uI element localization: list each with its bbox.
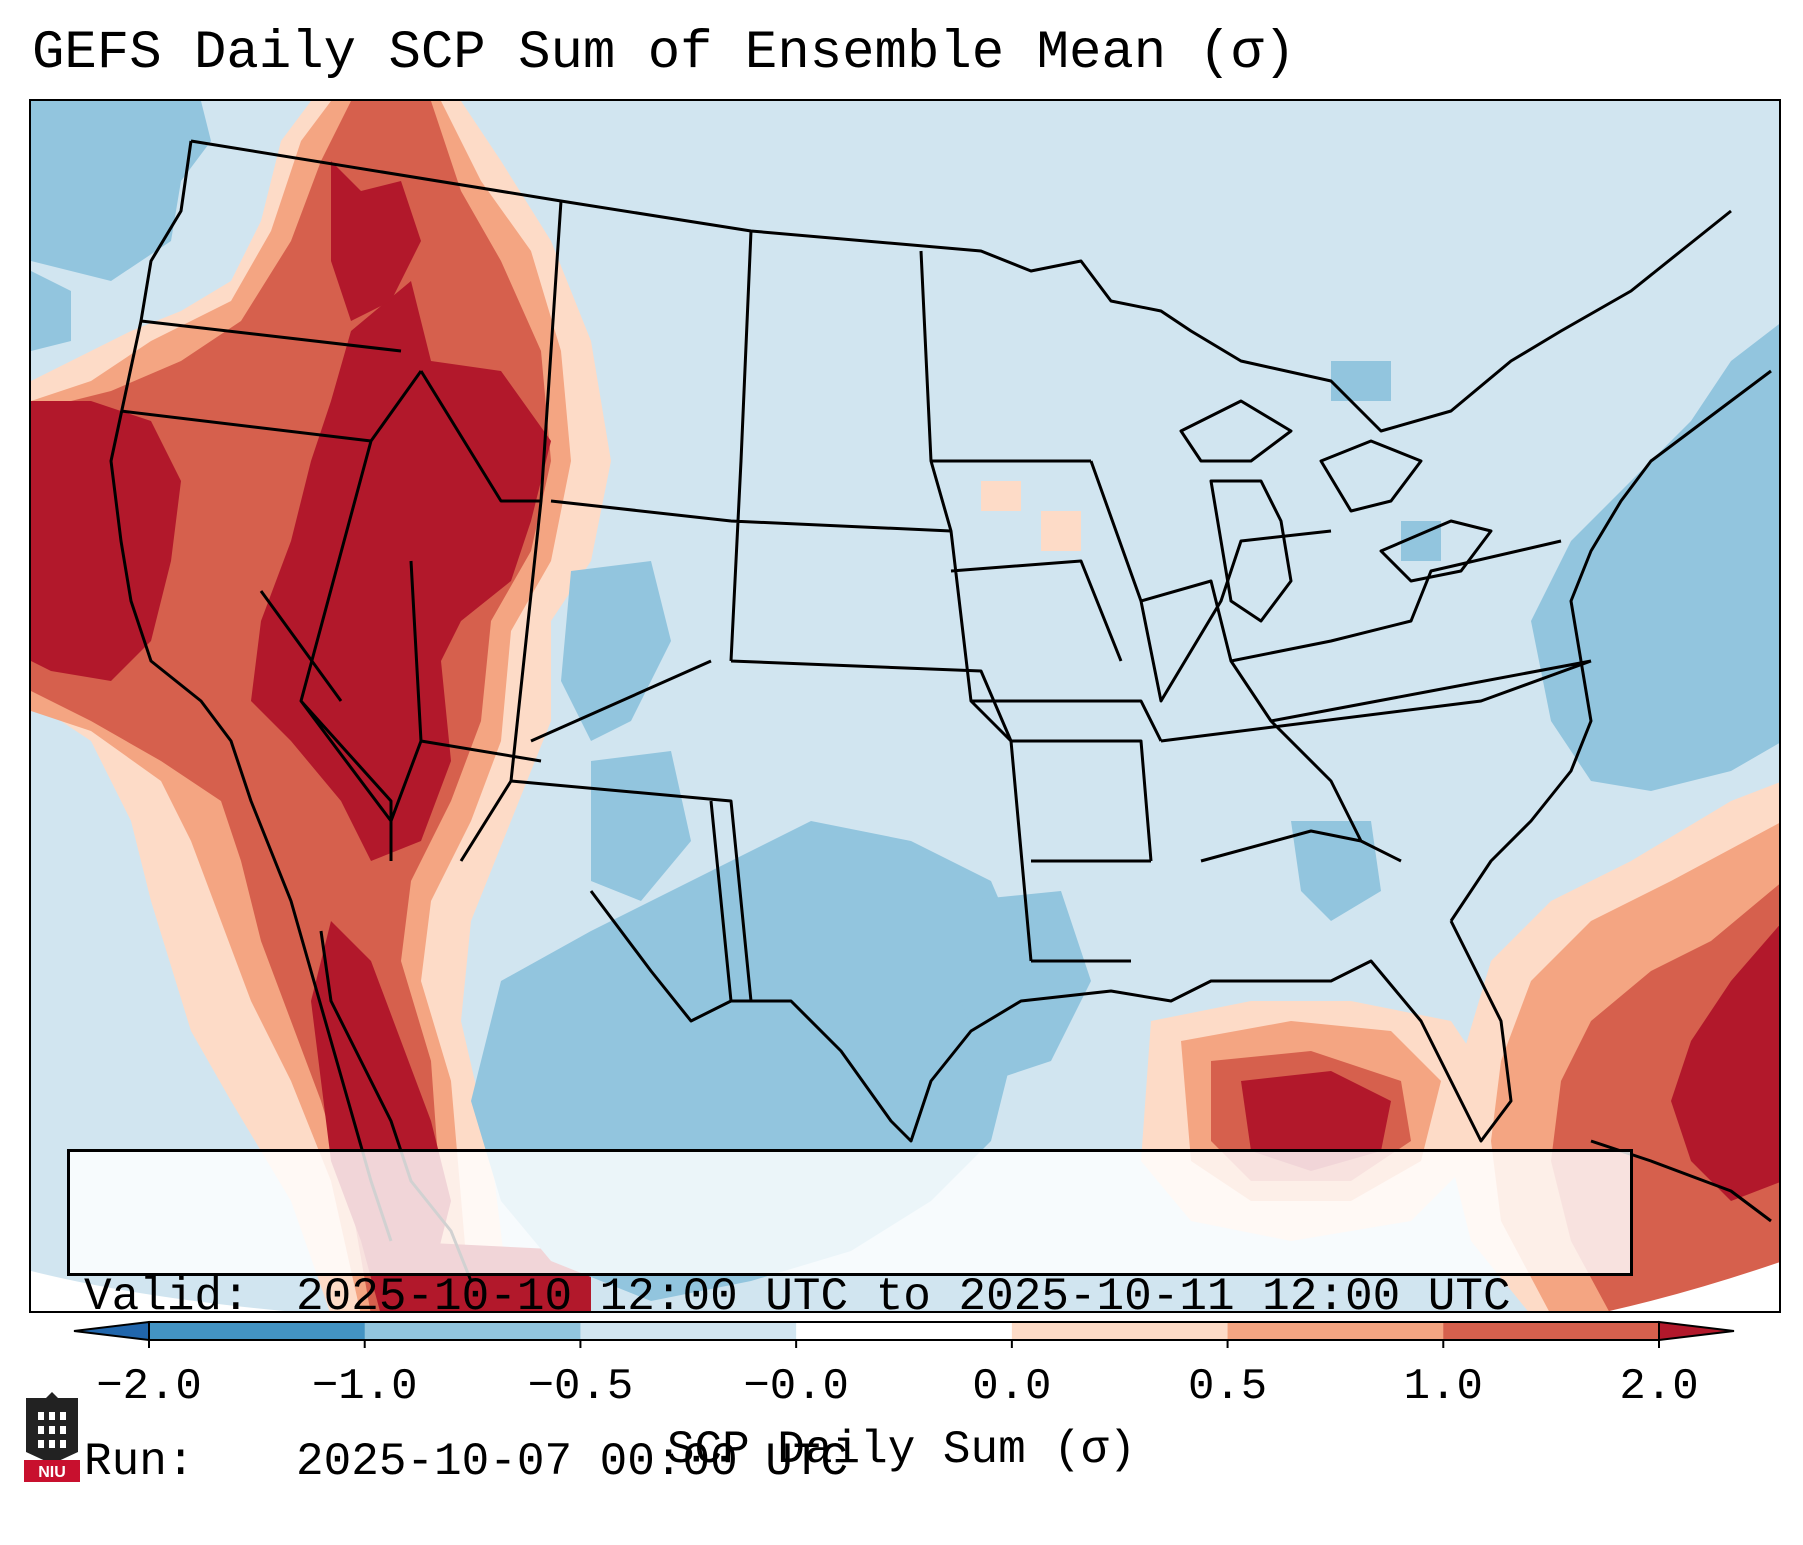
great-lakes	[1179, 399, 1493, 623]
colorbar	[73, 1320, 1735, 1348]
east-coastline	[1449, 369, 1772, 922]
state-lines-mountain	[510, 200, 1013, 1002]
colorbar-segment	[364, 1322, 581, 1340]
colorbar-label: SCP Daily Sum (σ)	[666, 1424, 1137, 1476]
midwest-light-patch	[981, 481, 1021, 511]
new-mexico-blue-patch	[591, 751, 691, 901]
state-lines-east	[1089, 460, 1592, 863]
logo-tower-top	[44, 1392, 60, 1400]
colorbar-segments	[149, 1322, 1660, 1340]
map-panel	[29, 99, 1781, 1313]
colorbar-tick-label: 0.5	[1187, 1362, 1268, 1412]
projection-edge-left	[31, 1271, 285, 1311]
run-value: 2025-10-07 00:00 UTC	[296, 1436, 849, 1488]
colorbar-segment	[1443, 1322, 1660, 1340]
logo-text: NIU	[38, 1464, 66, 1481]
logo-windows	[38, 1412, 66, 1448]
pacific-blue-patch	[31, 271, 71, 351]
great-basin-red-core	[251, 281, 551, 861]
atlantic-red-core	[1671, 925, 1779, 1201]
colorbar-segment	[1011, 1322, 1229, 1340]
lakes-blue-patch	[1331, 361, 1391, 401]
colorbar-segment	[1227, 1322, 1444, 1340]
colorbar-segment	[796, 1322, 1013, 1340]
colorado-blue-patch	[561, 561, 671, 741]
colorbar-tick-label: −1.0	[311, 1362, 418, 1412]
west-red-core	[31, 401, 181, 681]
colorbar-tick-label: 2.0	[1619, 1362, 1699, 1412]
valid-run-info-box: Valid: 2025-10-10 12:00 UTC to 2025-10-11…	[67, 1149, 1633, 1488]
state-lines-central	[919, 250, 1163, 963]
boundaries	[109, 139, 1772, 1282]
valid-value: 2025-10-10 12:00 UTC to 2025-10-11 12:00…	[296, 1271, 1511, 1323]
colorbar-tick-label: −0.0	[743, 1362, 849, 1412]
logo-banner	[24, 1460, 80, 1482]
colorbar-tick-label: 1.0	[1403, 1362, 1483, 1412]
atlantic-blue-region	[1531, 324, 1779, 791]
colorbar-tick-label: −2.0	[96, 1362, 202, 1412]
southeast-blue-patch	[1291, 821, 1381, 921]
projection-edge-right	[1609, 1262, 1779, 1311]
colorbar-high-extension	[1658, 1320, 1735, 1342]
colorbar-tick-label: 0.0	[972, 1362, 1052, 1412]
canada-border	[190, 139, 1732, 433]
map-canvas	[31, 101, 1779, 1311]
rockies-red-core	[331, 161, 421, 321]
colorbar-segment	[580, 1322, 797, 1340]
niu-logo: NIU	[24, 1392, 80, 1482]
gulf-blue-patch	[961, 891, 1091, 1081]
gulf-red-core	[1241, 1071, 1391, 1171]
colorbar-outline	[148, 1321, 1660, 1341]
run-label: Run:	[84, 1436, 195, 1488]
colorbar-low-extension	[73, 1320, 150, 1342]
midwest-light-patch-2	[1041, 511, 1081, 551]
gulf-coastline	[589, 890, 1513, 1143]
colorbar-ticks	[148, 1340, 1660, 1348]
valid-label: Valid:	[84, 1271, 250, 1323]
map-title: GEFS Daily SCP Sum of Ensemble Mean (σ)	[32, 23, 1296, 84]
colorbar-tick-label: −0.5	[527, 1362, 634, 1412]
colorbar-segment	[149, 1322, 366, 1340]
